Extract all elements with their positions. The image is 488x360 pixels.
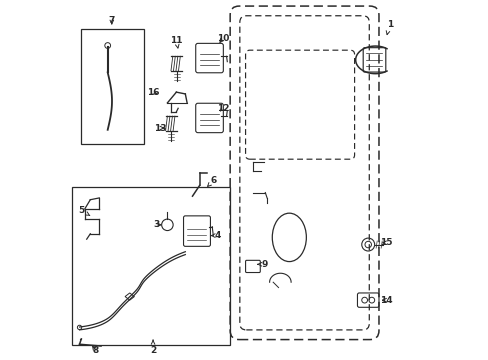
Text: 5: 5 [78, 206, 90, 216]
Bar [72, 187, 230, 345]
Text: 8: 8 [92, 346, 99, 355]
Text: 13: 13 [154, 123, 166, 132]
Bar [81, 30, 144, 144]
Text: 15: 15 [379, 238, 391, 247]
Text: 7: 7 [108, 16, 115, 25]
Text: 6: 6 [207, 176, 217, 186]
Text: 2: 2 [150, 340, 156, 355]
Text: 10: 10 [216, 34, 229, 43]
Text: 12: 12 [216, 104, 229, 113]
Text: 4: 4 [211, 231, 221, 240]
Text: 11: 11 [170, 36, 182, 48]
Text: 3: 3 [153, 220, 161, 229]
Text: 1: 1 [386, 19, 392, 35]
Text: 16: 16 [146, 87, 159, 96]
Text: 9: 9 [257, 260, 267, 269]
Text: 14: 14 [379, 296, 392, 305]
